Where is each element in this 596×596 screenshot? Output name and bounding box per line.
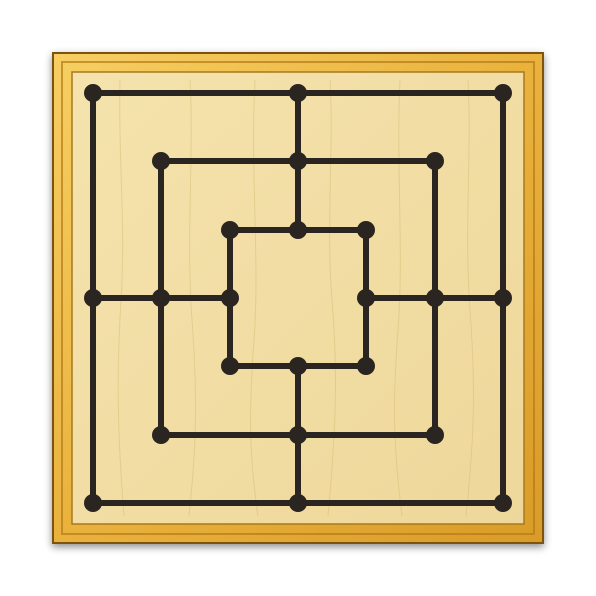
board-point-inner-left[interactable] <box>221 289 239 307</box>
board-point-middle-top-left[interactable] <box>152 152 170 170</box>
board-point-middle-bottom-left[interactable] <box>152 426 170 444</box>
board-point-outer-bottom-left[interactable] <box>84 494 102 512</box>
board-point-inner-bottom-left[interactable] <box>221 357 239 375</box>
board-points <box>84 84 512 512</box>
board-point-inner-bottom[interactable] <box>289 357 307 375</box>
board-point-inner-top-left[interactable] <box>221 221 239 239</box>
board-point-middle-bottom[interactable] <box>289 426 307 444</box>
board-point-middle-right[interactable] <box>426 289 444 307</box>
board-point-outer-left[interactable] <box>84 289 102 307</box>
board-point-inner-right[interactable] <box>357 289 375 307</box>
board-point-outer-top[interactable] <box>289 84 307 102</box>
board-point-outer-bottom[interactable] <box>289 494 307 512</box>
board-point-inner-top[interactable] <box>289 221 307 239</box>
board-point-outer-bottom-right[interactable] <box>494 494 512 512</box>
board-point-inner-top-right[interactable] <box>357 221 375 239</box>
board-frame-inner-bevel <box>61 61 535 535</box>
board-point-outer-top-left[interactable] <box>84 84 102 102</box>
board-point-inner-bottom-right[interactable] <box>357 357 375 375</box>
board-point-middle-top-right[interactable] <box>426 152 444 170</box>
board-point-outer-top-right[interactable] <box>494 84 512 102</box>
board-point-middle-bottom-right[interactable] <box>426 426 444 444</box>
wood-grain <box>117 79 474 517</box>
board-point-outer-right[interactable] <box>494 289 512 307</box>
board-point-middle-top[interactable] <box>289 152 307 170</box>
board-point-middle-left[interactable] <box>152 289 170 307</box>
